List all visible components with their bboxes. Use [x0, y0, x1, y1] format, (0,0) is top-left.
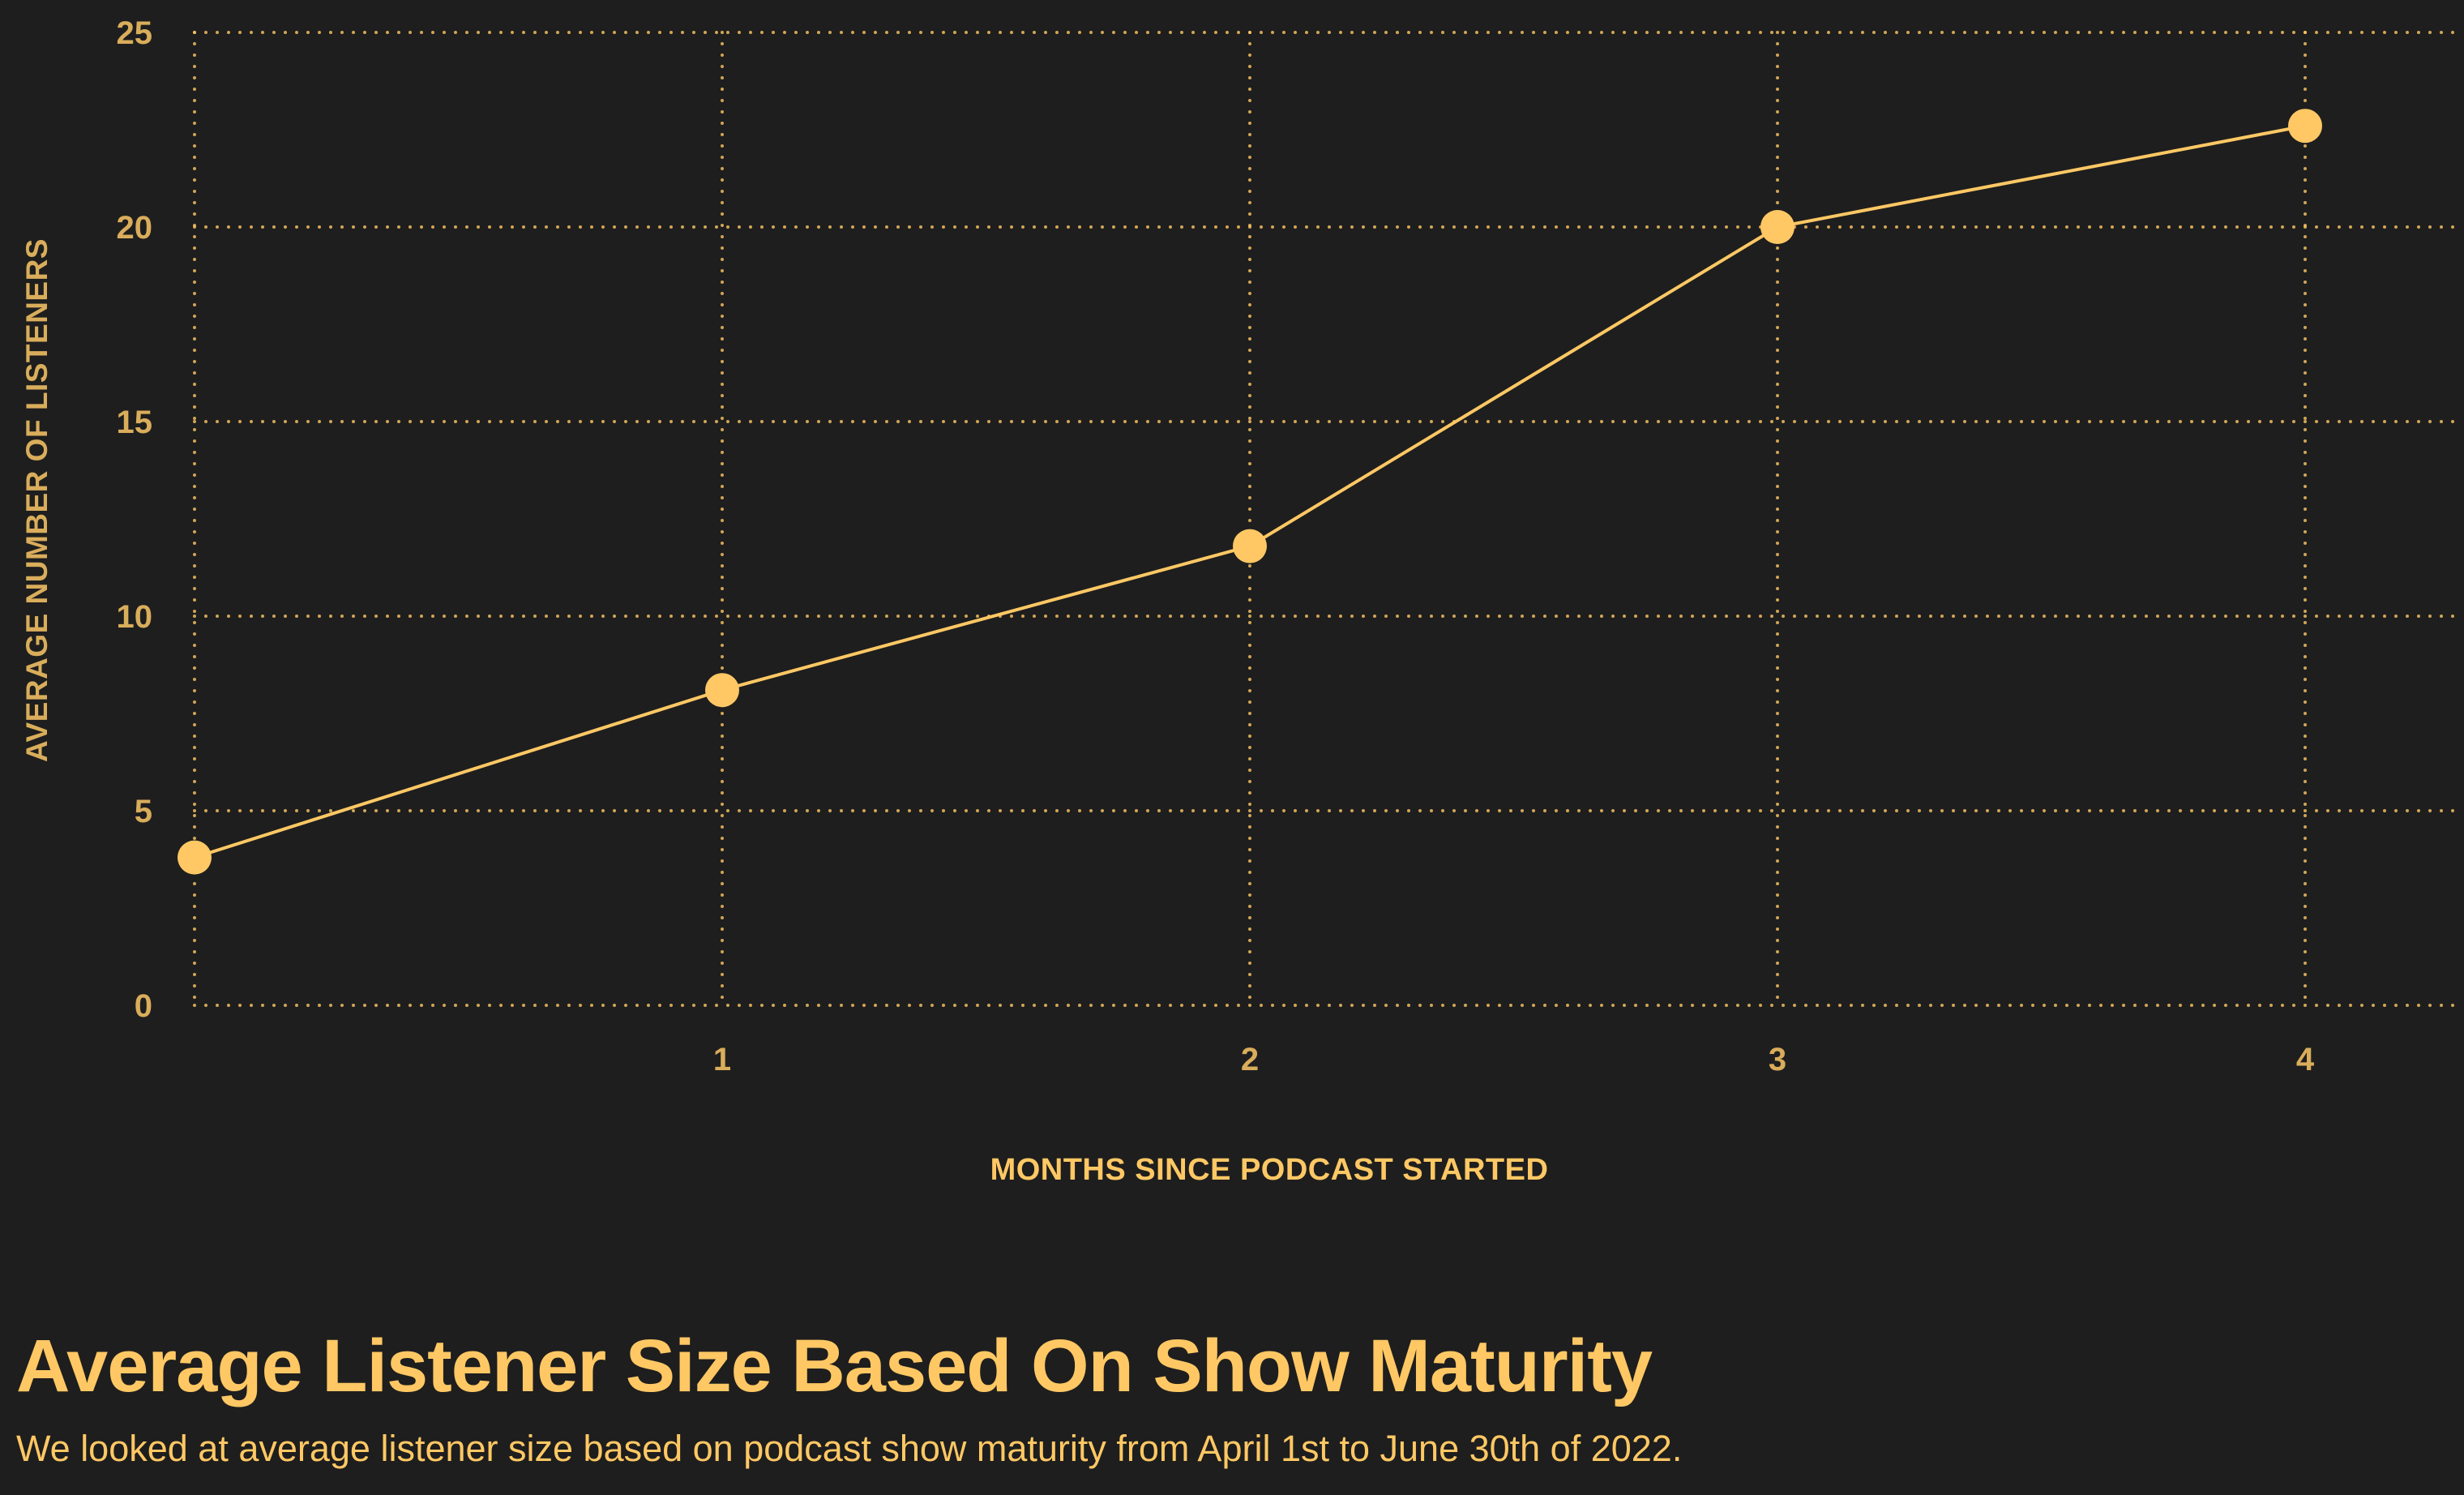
x-tick-label: 1	[713, 1042, 731, 1077]
data-point[interactable]	[1233, 529, 1267, 563]
page-title: Average Listener Size Based On Show Matu…	[16, 1325, 1653, 1407]
y-tick-label: 10	[117, 599, 153, 635]
data-point[interactable]	[178, 840, 212, 875]
grid-lines	[193, 31, 2464, 1007]
data-series	[178, 109, 2322, 875]
page-subtitle: We looked at average listener size based…	[16, 1428, 1683, 1469]
data-point[interactable]	[705, 673, 739, 708]
x-tick-label: 4	[2296, 1042, 2315, 1077]
x-axis-ticks: 1 2 3 4	[713, 1042, 2315, 1077]
x-tick-label: 3	[1769, 1042, 1786, 1077]
data-point[interactable]	[1760, 210, 1795, 244]
y-tick-label: 5	[135, 794, 152, 829]
data-point[interactable]	[2288, 109, 2322, 144]
x-axis-label: MONTHS SINCE PODCAST STARTED	[990, 1153, 1549, 1187]
y-tick-label: 15	[117, 405, 153, 440]
y-tick-label: 25	[117, 15, 153, 51]
y-axis-ticks: 0 5 10 15 20 25	[117, 15, 153, 1024]
line-chart: 0 5 10 15 20 25 1 2 3 4 AVERAGE NUMBER OF LISTEN…	[20, 15, 2464, 1187]
y-tick-label: 0	[135, 988, 152, 1024]
x-tick-label: 2	[1241, 1042, 1259, 1077]
y-axis-label: AVERAGE NUMBER OF LISTENERS	[20, 238, 53, 762]
y-tick-label: 20	[117, 210, 153, 246]
